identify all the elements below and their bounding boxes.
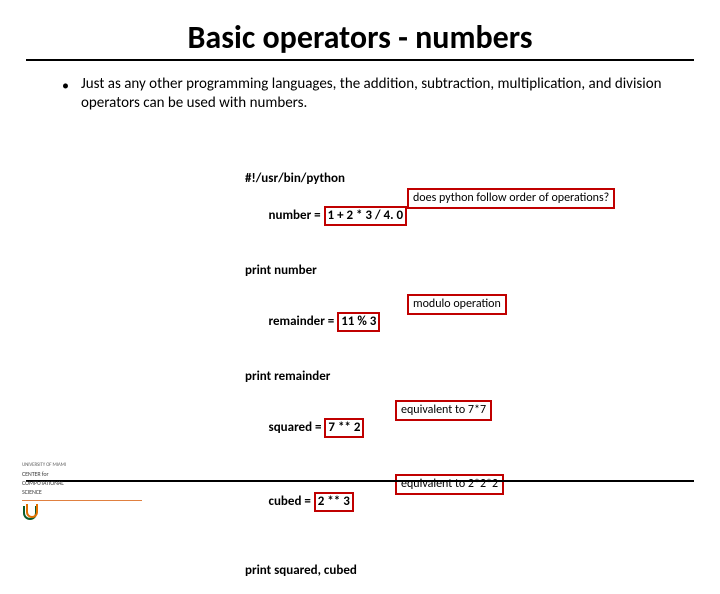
bullet-text: Just as any other programming languages,…	[81, 75, 674, 113]
footer-logo-block: UNIVERSITY OF MIAMI CENTER for COMPUTATI…	[22, 462, 142, 522]
code-area: #!/usr/bin/python number = 1 + 2 * 3 / 4…	[245, 170, 685, 594]
footer-l4: SCIENCE	[22, 489, 142, 496]
code-block-3: squared = 7 ** 2 equivalent to 7*7 cubed…	[245, 400, 685, 548]
bullet-icon: •	[62, 75, 69, 96]
expr-box-squared: 7 ** 2	[324, 418, 364, 438]
annot-modulo: modulo operation	[407, 294, 507, 315]
footer-l3: COMPUTATIONAL	[22, 480, 142, 487]
code-remainder-line: remainder = 11 % 3 modulo operation	[245, 294, 685, 368]
u-logo-icon	[22, 506, 40, 522]
code-block-1: #!/usr/bin/python number = 1 + 2 * 3 / 4…	[245, 170, 685, 280]
footer-univ: UNIVERSITY OF MIAMI	[22, 462, 142, 469]
slide-title: Basic operators - numbers	[26, 18, 694, 59]
expr-box-number: 1 + 2 * 3 / 4. 0	[324, 206, 408, 226]
code-print-remainder: print remainder	[245, 368, 685, 386]
code-remainder-lhs: remainder =	[269, 314, 338, 329]
code-cubed-line: cubed = 2 ** 3 equivalent to 2*2*2	[245, 474, 685, 548]
expr-box-remainder: 11 % 3	[337, 312, 380, 332]
code-number-line: number = 1 + 2 * 3 / 4. 0 does python fo…	[245, 188, 685, 262]
code-shebang: #!/usr/bin/python	[245, 170, 685, 188]
title-underline	[26, 59, 694, 61]
annot-eq7: equivalent to 7*7	[395, 400, 492, 421]
footer-orange-line	[22, 500, 142, 501]
annot-eq2: equivalent to 2*2*2	[395, 474, 504, 495]
expr-box-cubed: 2 ** 3	[314, 492, 354, 512]
code-number-lhs: number =	[269, 208, 324, 223]
slide: Basic operators - numbers • Just as any …	[0, 0, 720, 540]
code-cubed-lhs: cubed =	[269, 494, 314, 509]
code-print-number: print number	[245, 262, 685, 280]
code-squared-lhs: squared =	[269, 420, 325, 435]
code-print-sq-cu: print squared, cubed	[245, 562, 685, 580]
annot-order: does python follow order of operations?	[407, 188, 615, 209]
code-squared-line: squared = 7 ** 2 equivalent to 7*7	[245, 400, 685, 474]
code-block-2: remainder = 11 % 3 modulo operation prin…	[245, 294, 685, 386]
code-block-4: print squared, cubed	[245, 562, 685, 580]
footer-l2: CENTER for	[22, 471, 142, 478]
bullet-item: • Just as any other programming language…	[26, 75, 694, 113]
